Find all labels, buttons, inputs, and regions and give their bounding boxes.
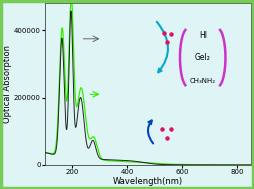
Text: CH₃NH₂: CH₃NH₂ xyxy=(190,78,216,84)
X-axis label: Wavelength(nm): Wavelength(nm) xyxy=(113,177,183,186)
Y-axis label: Optical Absorption: Optical Absorption xyxy=(4,45,12,123)
Text: GeI₂: GeI₂ xyxy=(195,53,211,62)
Text: HI: HI xyxy=(199,31,207,40)
